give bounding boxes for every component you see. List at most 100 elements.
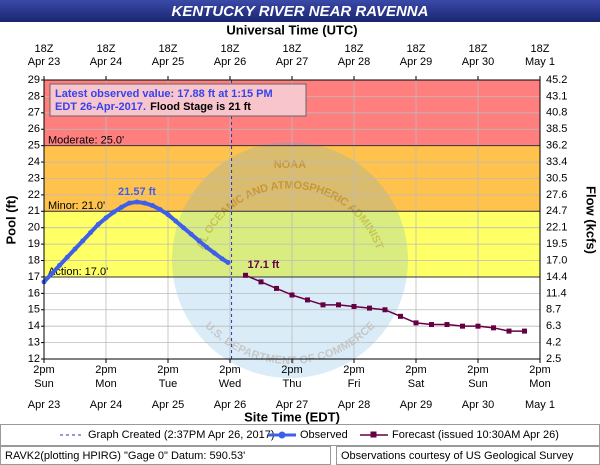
top-axis-title: Universal Time (UTC)	[226, 22, 357, 37]
observed-point	[157, 207, 163, 213]
x-axis-title: Site Time (EDT)	[244, 409, 340, 424]
observed-point	[49, 271, 55, 277]
x-tick-date: May 1	[525, 399, 555, 411]
watermark-center: NOAA	[274, 159, 306, 171]
observed-point	[80, 238, 86, 244]
forecast-point	[243, 272, 248, 278]
observed-point	[173, 218, 179, 224]
y-tick-label: 14	[28, 320, 40, 332]
x2-tick-date: Apr 27	[276, 56, 308, 68]
forecast-point	[351, 303, 357, 309]
observed-point	[126, 200, 132, 206]
x-tick-day: Mon	[95, 378, 116, 390]
flood-label: Action: 17.0'	[48, 266, 108, 278]
x2-tick-date: Apr 28	[338, 56, 370, 68]
y-tick-label: 12	[28, 353, 40, 365]
forecast-point	[460, 323, 465, 329]
y-axis-title: Pool (ft)	[3, 195, 18, 244]
y2-tick-label: 43.1	[546, 90, 567, 102]
x-tick-date: Apr 28	[338, 399, 370, 411]
forecast-point	[336, 302, 341, 308]
forecast-point	[382, 307, 388, 313]
y2-tick-label: 6.3	[546, 320, 561, 332]
forecast-point	[320, 302, 326, 308]
x2-tick-label: 18Z	[469, 43, 488, 55]
y2-tick-label: 24.7	[546, 205, 567, 217]
forecast-point	[398, 313, 403, 319]
x2-tick-label: 18Z	[407, 43, 426, 55]
forecast-point	[258, 279, 264, 285]
y2-tick-label: 17.0	[546, 254, 567, 266]
x-tick-day: Sun	[34, 378, 54, 390]
y2-tick-label: 36.2	[546, 140, 567, 152]
observed-point	[95, 221, 101, 227]
observed-point	[196, 238, 202, 244]
x2-tick-date: May 1	[525, 56, 555, 68]
legend-observed-label: Observed	[300, 429, 348, 441]
forecast-point	[289, 292, 295, 298]
info-line2: EDT 26-Apr-2017.	[55, 101, 146, 113]
y-tick-label: 20	[28, 222, 40, 234]
y-tick-label: 13	[28, 336, 40, 348]
forecast-point	[475, 323, 481, 329]
y-tick-label: 25	[28, 140, 40, 152]
observed-point	[119, 204, 124, 210]
x-tick-date: Apr 30	[462, 399, 494, 411]
y2-tick-label: 8.7	[546, 304, 561, 316]
y2-tick-label: 11.4	[546, 287, 567, 299]
x-tick-date: Apr 23	[28, 399, 60, 411]
y-tick-label: 18	[28, 254, 40, 266]
x2-tick-label: 18Z	[221, 43, 240, 55]
y2-tick-label: 40.8	[546, 107, 567, 119]
observed-point	[72, 246, 78, 252]
chart-title: KENTUCKY RIVER NEAR RAVENNA	[172, 3, 429, 20]
y2-tick-label: 14.4	[546, 271, 567, 283]
x-tick-label: 2pm	[33, 364, 54, 376]
observed-point	[219, 256, 225, 262]
forecast-point	[444, 322, 450, 328]
x-tick-label: 2pm	[467, 364, 488, 376]
observed-point	[165, 212, 171, 218]
info-line1: Latest observed value: 17.88 ft at 1:15 …	[55, 88, 273, 100]
x-tick-date: Apr 24	[90, 399, 122, 411]
x-tick-label: 2pm	[95, 364, 116, 376]
x-tick-label: 2pm	[405, 364, 426, 376]
x2-tick-date: Apr 29	[400, 56, 432, 68]
forecast-point	[367, 305, 372, 311]
x-tick-day: Tue	[159, 378, 178, 390]
flood-label: Minor: 21.0'	[48, 200, 105, 212]
x2-tick-date: Apr 26	[214, 56, 246, 68]
observed-point	[111, 209, 117, 215]
x-tick-date: Apr 29	[400, 399, 432, 411]
y2-tick-label: 22.1	[546, 222, 567, 234]
forecast-point	[413, 320, 419, 326]
x-tick-label: 2pm	[157, 364, 178, 376]
flood-label: Moderate: 25.0'	[48, 135, 124, 147]
x-tick-label: 2pm	[343, 364, 364, 376]
y2-tick-label: 4.2	[546, 336, 561, 348]
x-tick-label: 2pm	[281, 364, 302, 376]
x2-tick-label: 18Z	[97, 43, 116, 55]
title-bar	[0, 0, 600, 22]
observed-point	[181, 225, 186, 231]
x-tick-day: Fri	[348, 378, 361, 390]
y2-tick-label: 27.6	[546, 189, 567, 201]
x2-tick-date: Apr 24	[90, 56, 122, 68]
y-tick-label: 24	[28, 156, 40, 168]
y2-tick-label: 2.5	[546, 353, 561, 365]
x2-tick-date: Apr 23	[28, 56, 60, 68]
x-tick-day: Mon	[529, 378, 550, 390]
x-tick-date: Apr 27	[276, 399, 308, 411]
footer-left: RAVK2(plotting HPIRG) "Gage 0" Datum: 59…	[5, 450, 245, 462]
x-tick-date: Apr 25	[152, 399, 184, 411]
x-tick-day: Wed	[219, 378, 241, 390]
y2-tick-label: 38.5	[546, 123, 567, 135]
y-tick-label: 28	[28, 90, 40, 102]
y-tick-label: 23	[28, 172, 40, 184]
x2-tick-label: 18Z	[531, 43, 550, 55]
x2-tick-label: 18Z	[345, 43, 364, 55]
footer-right: Observations courtesy of US Geological S…	[341, 450, 574, 462]
x2-tick-date: Apr 30	[462, 56, 494, 68]
x-tick-label: 2pm	[529, 364, 550, 376]
